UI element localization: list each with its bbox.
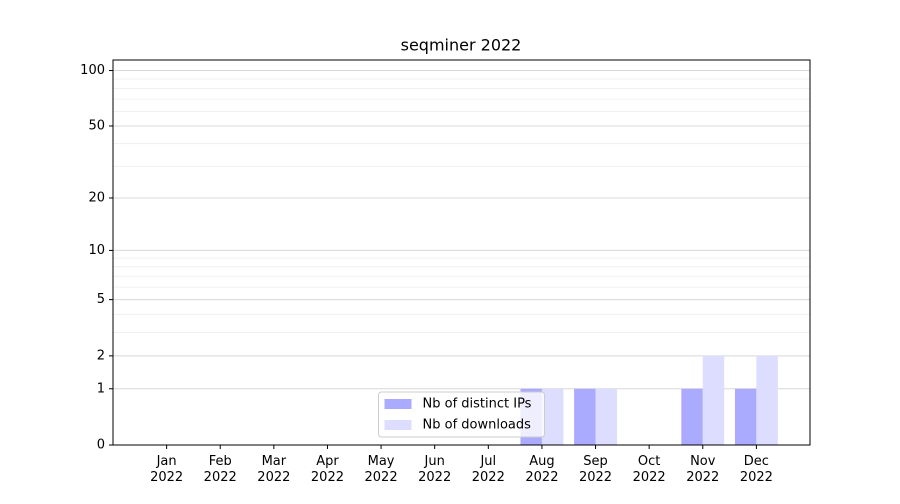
bar: [595, 388, 617, 445]
x-tick-label: Aug 2022: [525, 454, 558, 485]
chart-title: seqminer 2022: [401, 36, 522, 55]
x-tick-label: Jun 2022: [418, 454, 451, 485]
plot-frame: [112, 59, 811, 446]
y-tick-label: 1: [97, 381, 105, 396]
bar: [702, 355, 725, 445]
x-tick-label: Nov 2022: [686, 454, 719, 485]
x-tick-label: Feb 2022: [204, 454, 237, 485]
y-tick-label: 20: [88, 190, 105, 205]
x-tick-label: Sep 2022: [579, 454, 612, 485]
y-tick-label: 5: [97, 292, 105, 307]
bar: [681, 388, 703, 445]
bar: [541, 388, 564, 445]
bar: [756, 355, 778, 445]
bar: [574, 388, 596, 445]
x-tick-label: Mar 2022: [257, 454, 290, 485]
legend-label: Nb of distinct IPs: [423, 397, 532, 412]
x-tick-label: Oct 2022: [633, 454, 666, 485]
x-tick-label: Apr 2022: [311, 454, 344, 485]
legend-swatch: [384, 420, 412, 430]
y-tick-label: 10: [88, 243, 105, 258]
x-tick-label: May 2022: [365, 454, 398, 485]
legend-label: Nb of downloads: [423, 418, 532, 433]
y-tick-label: 50: [88, 118, 105, 133]
y-tick-label: 2: [97, 348, 105, 363]
y-tick-label: 0: [97, 438, 105, 453]
legend-box: [378, 391, 545, 438]
x-tick-label: Dec 2022: [740, 454, 773, 485]
y-tick-label: 100: [80, 63, 105, 78]
x-tick-label: Jul 2022: [472, 454, 505, 485]
legend-swatch: [384, 399, 412, 409]
bar: [734, 388, 757, 445]
x-tick-label: Jan 2022: [150, 454, 183, 485]
